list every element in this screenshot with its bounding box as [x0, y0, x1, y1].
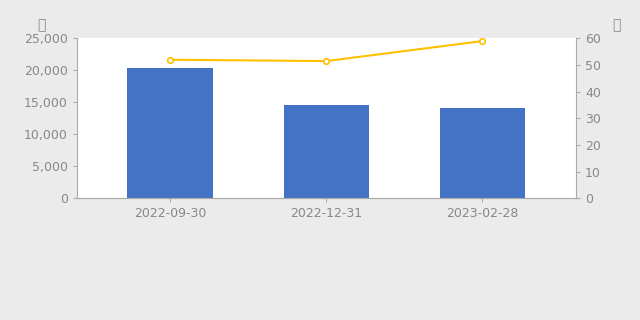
Text: 户: 户: [37, 18, 45, 32]
Bar: [127, 68, 213, 198]
Text: 元: 元: [612, 18, 621, 32]
Bar: [284, 105, 369, 198]
Bar: [440, 108, 525, 198]
